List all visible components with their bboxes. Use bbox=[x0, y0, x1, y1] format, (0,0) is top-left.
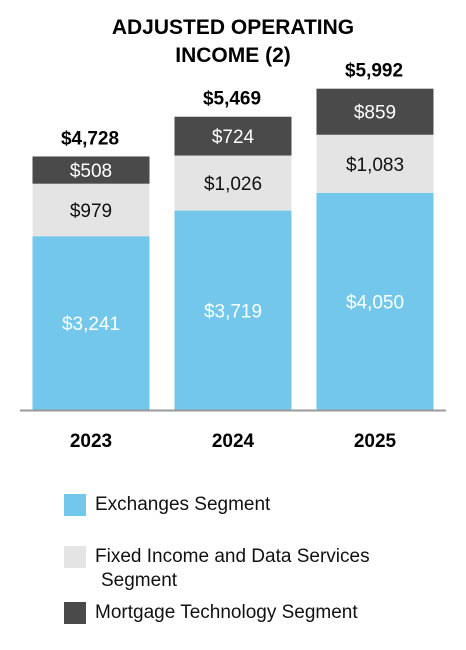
legend-swatch-exchanges bbox=[64, 494, 86, 516]
legend-label-exchanges: Exchanges Segment bbox=[95, 494, 271, 515]
total-label-2024: $5,469 bbox=[203, 89, 261, 110]
x-tick-label-2025: 2025 bbox=[354, 431, 397, 452]
stacked-bar-chart: $3,241 $979 $508 $4,728 2023 $3,719 $1,026 $724… bbox=[20, 61, 446, 452]
legend-label-fixed-income-line-1: Fixed Income and Data Services bbox=[95, 546, 370, 567]
legend: Exchanges Segment Fixed Income and Data … bbox=[64, 488, 454, 624]
bar-2023-series-2 bbox=[32, 156, 150, 184]
data-label-2024-series-2: $724 bbox=[212, 127, 255, 148]
bar-2023-series-0 bbox=[32, 236, 150, 410]
legend-item-exchanges: Exchanges Segment bbox=[64, 488, 454, 540]
bar-2024-series-1 bbox=[174, 155, 292, 211]
data-label-2025-series-0: $4,050 bbox=[346, 292, 404, 313]
data-label-2023-series-1: $979 bbox=[70, 201, 112, 222]
legend-item-fixed-income: Fixed Income and Data Services Segment bbox=[64, 540, 454, 596]
legend-item-mortgage: Mortgage Technology Segment bbox=[64, 596, 454, 624]
chart-title: ADJUSTED OPERATING INCOME (2) bbox=[0, 14, 466, 70]
chart-title-line-2: INCOME (2) bbox=[175, 44, 291, 67]
bar-2025-series-1 bbox=[316, 134, 434, 193]
legend-label-fixed-income: Fixed Income and Data Services Segment bbox=[95, 545, 370, 593]
legend-label-mortgage: Mortgage Technology Segment bbox=[95, 602, 358, 623]
data-label-2025-series-2: $859 bbox=[354, 103, 396, 124]
bar-2025-series-2 bbox=[316, 88, 434, 135]
chart-title-line-1: ADJUSTED OPERATING bbox=[111, 16, 355, 39]
total-label-2025: $5,992 bbox=[345, 61, 403, 82]
bar-2024-series-0 bbox=[174, 210, 292, 410]
data-label-2024-series-1: $1,026 bbox=[204, 174, 262, 195]
data-label-2024-series-0: $3,719 bbox=[204, 301, 262, 322]
legend-swatch-mortgage bbox=[64, 602, 86, 624]
data-label-2023-series-0: $3,241 bbox=[62, 314, 120, 335]
x-tick-label-2024: 2024 bbox=[212, 431, 255, 452]
total-label-2023: $4,728 bbox=[61, 128, 119, 149]
data-label-2023-series-2: $508 bbox=[70, 161, 112, 182]
x-tick-label-2023: 2023 bbox=[70, 431, 112, 452]
bar-2024-series-2 bbox=[174, 116, 292, 156]
data-label-2025-series-1: $1,083 bbox=[346, 155, 404, 176]
bar-2023-series-1 bbox=[32, 183, 150, 237]
legend-label-fixed-income-line-2: Segment bbox=[101, 570, 178, 591]
bar-2025-series-0 bbox=[316, 192, 434, 410]
legend-swatch-fixed-income bbox=[64, 546, 86, 568]
